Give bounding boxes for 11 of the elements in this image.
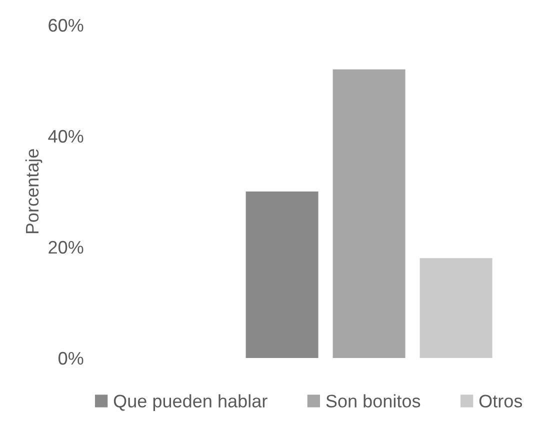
bar — [246, 192, 318, 358]
y-tick-label: 20% — [48, 240, 84, 254]
y-axis-title: Porcentaje — [25, 149, 42, 234]
y-tick-label: 60% — [48, 18, 84, 32]
y-tick-label: 0% — [58, 352, 84, 365]
legend-label: Son bonitos — [326, 394, 420, 408]
y-tick-label: 40% — [48, 130, 84, 143]
legend-label: Otros — [479, 394, 522, 408]
legend-label: Que pueden hablar — [114, 394, 268, 412]
bar — [420, 258, 492, 358]
bar — [332, 69, 406, 358]
